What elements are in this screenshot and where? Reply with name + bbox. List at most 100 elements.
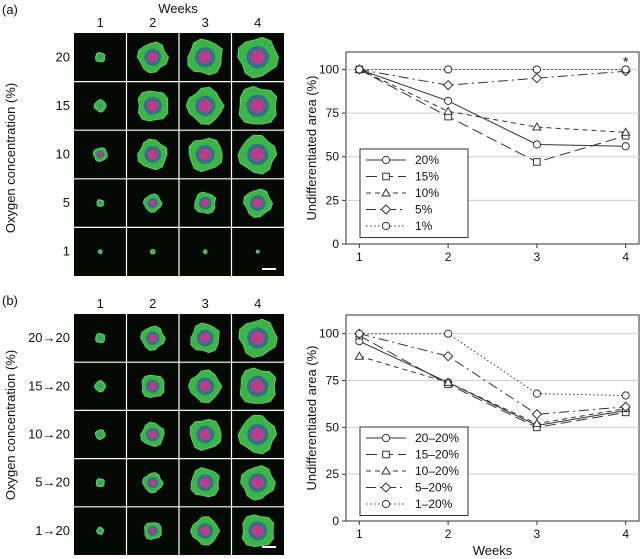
colony-image bbox=[238, 85, 278, 125]
y-tick-label: 75 bbox=[326, 374, 340, 388]
grid-col-label: 1 bbox=[97, 15, 104, 30]
colony-image bbox=[237, 36, 280, 79]
grid-row-label: 5 bbox=[63, 195, 70, 210]
legend-entry: 1% bbox=[415, 219, 433, 233]
grid-row-label: 10 bbox=[56, 147, 70, 162]
y-tick-label: 25 bbox=[326, 467, 340, 481]
legend-entry: 20–20% bbox=[415, 431, 459, 445]
series-line bbox=[359, 333, 626, 396]
colony-image bbox=[190, 516, 221, 546]
colony-image bbox=[92, 147, 108, 163]
colony-image bbox=[202, 249, 208, 255]
series-line bbox=[359, 335, 626, 428]
x-tick-label: 1 bbox=[356, 250, 363, 264]
grid-row-label: 10→20 bbox=[28, 427, 70, 442]
panel-b-grid-ylabel: Oxygen concentration (%) bbox=[3, 350, 18, 500]
x-tick-label: 3 bbox=[534, 527, 541, 541]
colony-image bbox=[137, 90, 169, 122]
colony-image bbox=[93, 99, 107, 113]
colony-image bbox=[140, 421, 165, 448]
colony-image bbox=[144, 522, 162, 541]
y-tick-label: 0 bbox=[332, 514, 339, 528]
colony-image bbox=[96, 199, 105, 207]
panel-a-grid-ylabel: Oxygen concentration (%) bbox=[3, 83, 18, 233]
legend-entry: 5–20% bbox=[415, 481, 453, 495]
series-line bbox=[359, 69, 626, 147]
x-tick-label: 4 bbox=[622, 527, 629, 541]
colony-image bbox=[140, 325, 166, 351]
x-tick-label: 2 bbox=[445, 527, 452, 541]
chart-a: 0 25 50 75 100 1 2 3 4 Undifferentiated area (%) *… bbox=[304, 51, 640, 264]
grid-row-label: 20→20 bbox=[28, 330, 70, 345]
colony-image bbox=[187, 369, 223, 404]
colony-image bbox=[137, 138, 168, 171]
legend-entry: 15% bbox=[415, 170, 439, 184]
legend-entry: 10% bbox=[415, 186, 439, 200]
y-tick-label: 25 bbox=[326, 193, 340, 207]
panel-a-grid-title: Weeks bbox=[158, 1, 198, 16]
colony-image bbox=[97, 249, 103, 255]
series-markers bbox=[355, 329, 630, 400]
colony-image bbox=[237, 414, 278, 455]
colony-image bbox=[185, 86, 225, 125]
colony-image bbox=[96, 526, 105, 536]
x-tick-label: 2 bbox=[445, 250, 452, 264]
colony-image bbox=[95, 477, 105, 488]
significance-marker: * bbox=[623, 53, 629, 69]
x-tick-label: 3 bbox=[534, 250, 541, 264]
series-line bbox=[359, 69, 626, 86]
colony-image bbox=[241, 514, 275, 548]
grid-col-label: 2 bbox=[149, 296, 156, 311]
panel-b-grid: (b) 1 2 3 4 Oxygen concentration (%) 20→20 1… bbox=[2, 293, 284, 555]
colony-image bbox=[190, 467, 220, 498]
legend-entry: 20% bbox=[415, 153, 439, 167]
legend-entry: 1–20% bbox=[415, 497, 453, 511]
colony-image bbox=[95, 332, 106, 344]
series-markers bbox=[355, 65, 630, 74]
x-tick-label: 1 bbox=[356, 527, 363, 541]
panel-a-label: (a) bbox=[2, 2, 18, 17]
y-axis-label: Undifferentiated area (%) bbox=[304, 345, 319, 490]
colony-image bbox=[94, 429, 106, 441]
series-line bbox=[359, 69, 626, 163]
colony-image bbox=[239, 367, 277, 404]
grid-row-label: 15 bbox=[56, 98, 70, 113]
grid-row-label: 15→20 bbox=[28, 378, 70, 393]
x-tick-label: 4 bbox=[622, 250, 629, 264]
series-markers bbox=[354, 64, 631, 136]
colony-image bbox=[93, 380, 107, 393]
series-line bbox=[359, 355, 626, 425]
grid-row-label: 1 bbox=[63, 244, 70, 259]
colony-image bbox=[255, 249, 260, 254]
colony-image bbox=[194, 191, 217, 215]
y-tick-label: 0 bbox=[332, 237, 339, 251]
grid-col-label: 2 bbox=[149, 15, 156, 30]
y-tick-label: 50 bbox=[326, 420, 340, 434]
colony-image bbox=[237, 134, 278, 175]
grid-col-label: 4 bbox=[254, 15, 261, 30]
colony-image bbox=[240, 465, 276, 501]
colony-image bbox=[95, 51, 106, 63]
grid-col-label: 1 bbox=[97, 296, 104, 311]
grid-row-label: 20 bbox=[56, 49, 70, 64]
colony-image bbox=[188, 137, 223, 173]
colony-image bbox=[243, 188, 273, 219]
series-line bbox=[359, 340, 626, 427]
y-tick-label: 100 bbox=[319, 62, 339, 76]
series-line bbox=[359, 333, 626, 415]
grid-col-label: 3 bbox=[202, 296, 209, 311]
grid-col-label: 4 bbox=[254, 296, 261, 311]
scale-bar bbox=[262, 546, 276, 548]
colony-image bbox=[150, 249, 156, 255]
y-tick-label: 50 bbox=[326, 150, 340, 164]
colony-image bbox=[142, 193, 163, 213]
legend-entry: 10–20% bbox=[415, 464, 459, 478]
grid-col-label: 3 bbox=[202, 15, 209, 30]
legend-entry: 15–20% bbox=[415, 448, 459, 462]
colony-image bbox=[190, 322, 220, 354]
grid-row-label: 1→20 bbox=[35, 523, 70, 538]
chart-b: 0 25 50 75 100 1 2 3 4 Undifferentiated area (%) W… bbox=[304, 314, 640, 558]
colony-image bbox=[189, 418, 222, 452]
